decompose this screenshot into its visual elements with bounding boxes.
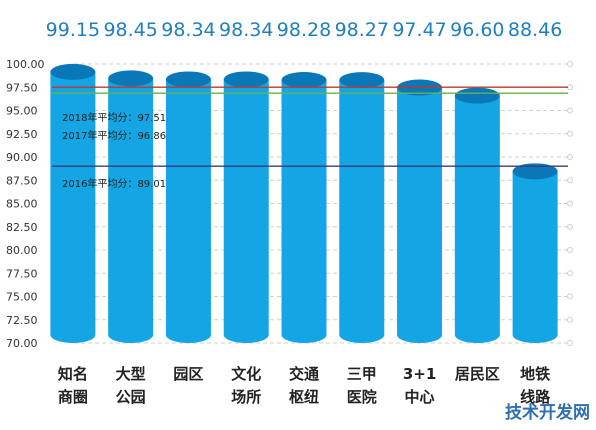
bar bbox=[50, 71, 96, 343]
watermark-text: 技术开发网 bbox=[505, 402, 590, 423]
bar bbox=[281, 79, 327, 343]
bar bbox=[108, 78, 154, 343]
value-label: 98.28 bbox=[277, 19, 331, 41]
category-label: 园区 bbox=[173, 365, 203, 383]
y-tick-label: 77.50 bbox=[6, 267, 38, 280]
grid-end-marker bbox=[567, 61, 573, 67]
category-label: 公园 bbox=[116, 388, 146, 406]
bar-top bbox=[50, 63, 96, 80]
category-label: 大型 bbox=[116, 365, 146, 383]
grid-end-marker bbox=[567, 340, 573, 346]
grid-end-marker bbox=[567, 200, 573, 207]
reference-line-label: 2017年平均分：96.86 bbox=[62, 129, 166, 142]
y-tick-label: 97.50 bbox=[6, 81, 38, 94]
value-label: 98.45 bbox=[103, 19, 157, 41]
category-label: 枢纽 bbox=[289, 388, 319, 406]
bar-top bbox=[512, 163, 558, 180]
bar-top bbox=[223, 71, 269, 88]
y-tick-label: 92.50 bbox=[6, 128, 38, 141]
grid-end-marker bbox=[567, 247, 573, 253]
value-labels: 99.15 98.45 98.34 98.34 98.28 98.27 97.47 96.60… bbox=[46, 19, 563, 41]
category-label: 商圈 bbox=[58, 388, 88, 406]
bar bbox=[454, 95, 500, 344]
category-label: 地铁 bbox=[520, 365, 550, 383]
reference-lines: 2018年平均分：97.51 2017年平均分：96.86 2016年平均分：89.… bbox=[52, 86, 568, 190]
category-label: 三甲 bbox=[347, 365, 377, 383]
grid-end-marker bbox=[567, 107, 573, 114]
y-tick-label: 95.00 bbox=[6, 105, 38, 118]
bar-top bbox=[339, 72, 385, 89]
category-label: 场所 bbox=[231, 388, 261, 406]
y-tick-label: 70.00 bbox=[6, 337, 38, 350]
y-tick-label: 72.50 bbox=[6, 314, 38, 327]
category-label: 居民区 bbox=[455, 365, 500, 383]
category-label: 中心 bbox=[405, 388, 435, 406]
y-tick-label: 100.00 bbox=[6, 58, 45, 71]
y-axis-ticks: 70.00 72.50 75.00 77.50 80.00 82.50 85.00 87.50… bbox=[6, 58, 45, 350]
grid-end-marker bbox=[567, 130, 573, 137]
bar-top bbox=[165, 71, 211, 88]
category-label: 医院 bbox=[347, 388, 377, 406]
bar bbox=[512, 171, 558, 343]
grid-end-marker bbox=[567, 293, 573, 300]
reference-line-label: 2018年平均分：97.51 bbox=[62, 111, 166, 124]
y-tick-label: 82.50 bbox=[6, 221, 38, 234]
y-tick-label: 85.00 bbox=[6, 198, 38, 211]
category-label: 知名 bbox=[58, 365, 88, 383]
grid-end-marker bbox=[567, 177, 573, 184]
value-label: 98.34 bbox=[219, 19, 273, 41]
value-label: 96.60 bbox=[450, 19, 504, 41]
y-tick-label: 75.00 bbox=[6, 291, 38, 304]
value-label: 88.46 bbox=[508, 19, 562, 41]
bar-top bbox=[454, 87, 500, 104]
grid-end-marker bbox=[567, 154, 573, 160]
grid-end-marker bbox=[567, 316, 573, 323]
bar bbox=[165, 79, 211, 344]
grid-end-marker bbox=[567, 223, 573, 230]
category-label: 文化 bbox=[231, 365, 261, 383]
y-tick-label: 80.00 bbox=[6, 244, 38, 257]
bar bbox=[223, 79, 269, 344]
y-tick-label: 87.50 bbox=[6, 174, 38, 187]
value-label: 99.15 bbox=[46, 19, 100, 41]
bar bbox=[397, 87, 443, 344]
category-label: 交通 bbox=[289, 365, 319, 383]
bar-top bbox=[281, 71, 327, 88]
bars bbox=[50, 63, 558, 344]
value-label: 98.34 bbox=[161, 19, 215, 41]
value-label: 97.47 bbox=[392, 19, 446, 41]
grid-end-marker bbox=[567, 84, 573, 91]
bar-top bbox=[108, 70, 154, 87]
category-label: 线路 bbox=[520, 388, 551, 406]
grid-end-marker bbox=[567, 270, 573, 277]
reference-line-label: 2016年平均分：89.01 bbox=[62, 177, 166, 190]
bar bbox=[339, 80, 385, 343]
value-label: 98.27 bbox=[335, 19, 389, 41]
y-tick-label: 90.00 bbox=[6, 151, 38, 164]
category-label: 3+1 bbox=[403, 365, 436, 383]
